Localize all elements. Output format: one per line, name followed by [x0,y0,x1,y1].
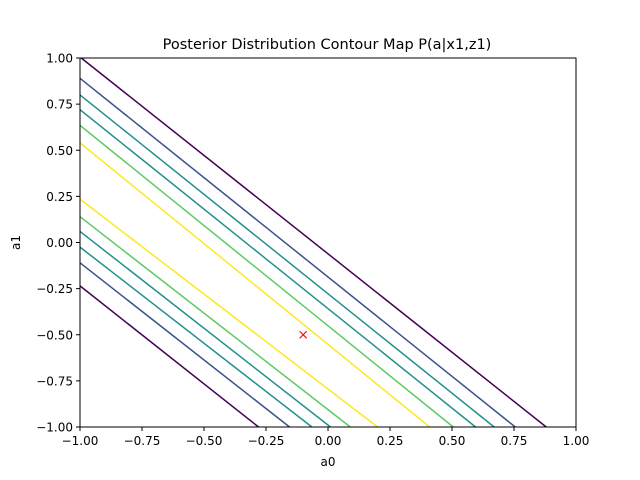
y-tick-label: −1.00 [36,421,73,435]
x-tick-label: 1.00 [563,434,590,448]
x-tick-label: −0.25 [248,434,285,448]
x-tick-label: −0.50 [186,434,223,448]
contour-line-6 [79,142,431,428]
contour-line-1 [80,57,547,428]
x-tick-label: 0.00 [315,434,342,448]
contour-lines-layer [79,57,547,428]
y-ticks-layer: −1.00 −0.75 −0.50 −0.25 0.00 0.25 0.50 0.75 1.00 [36,52,80,435]
y-tick-label: 0.50 [46,144,73,158]
x-tick-label: −1.00 [62,434,99,448]
y-tick-label: −0.25 [36,282,73,296]
marker-layer [299,330,308,339]
x-tick-label: −0.75 [124,434,161,448]
x-ticks-layer: −1.00 −0.75 −0.50 −0.25 0.00 0.25 0.50 0.75 1.00 [62,427,590,448]
x-tick-label: 0.25 [377,434,404,448]
x-tick-label: 0.75 [501,434,528,448]
contour-line-3 [79,94,495,428]
y-tick-label: −0.50 [36,328,73,342]
plot-frame [79,57,577,428]
y-axis-label: a1 [9,235,23,250]
contour-line-7 [79,198,379,428]
contour-line-8 [79,216,351,428]
contour-line-9 [79,230,331,428]
contour-line-10 [79,246,313,428]
y-tick-label: 0.75 [46,98,73,112]
y-tick-label: 1.00 [46,52,73,66]
contour-line-5 [79,124,454,428]
contour-line-2 [79,77,516,428]
x-tick-label: 0.50 [439,434,466,448]
x-axis-label: a0 [321,455,336,469]
chart-title: Posterior Distribution Contour Map P(a|x… [163,37,492,53]
contour-line-11 [79,262,291,428]
contour-line-4 [79,109,477,428]
y-tick-label: 0.25 [46,190,73,204]
estimate-marker [299,330,308,339]
contour-line-12 [79,285,260,428]
y-tick-label: −0.75 [36,374,73,388]
y-tick-label: 0.00 [46,236,73,250]
